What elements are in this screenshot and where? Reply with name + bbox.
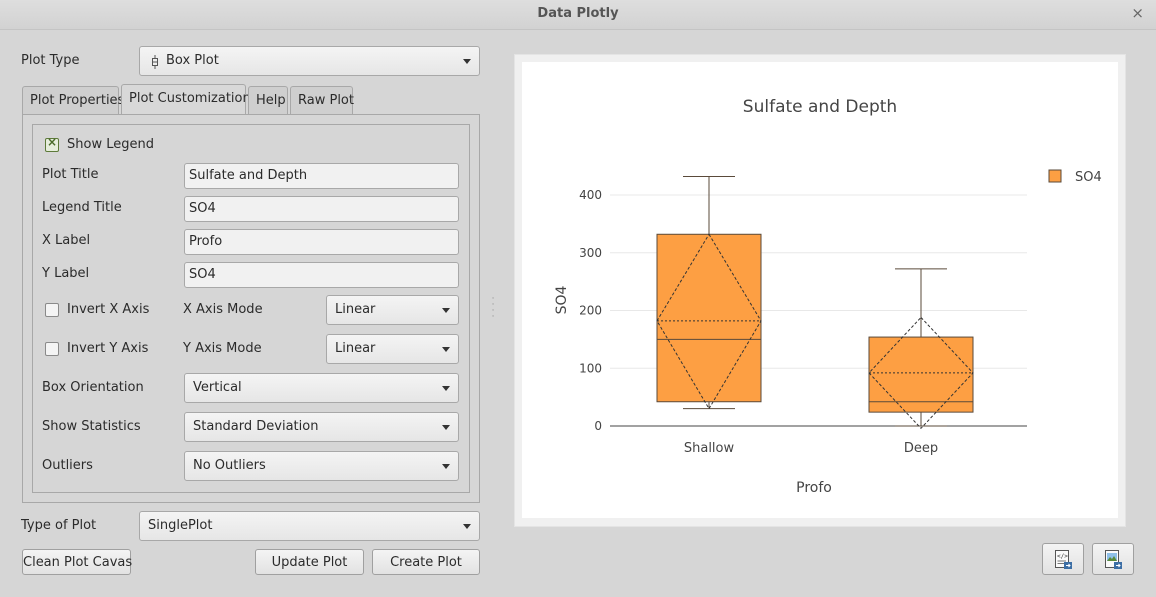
export-image-button[interactable] <box>1092 543 1134 575</box>
legend-title-label: Legend Title <box>42 200 122 215</box>
html-export-icon: </> <box>1055 550 1072 569</box>
legend-swatch <box>1048 169 1062 183</box>
tab-raw-plot[interactable]: Raw Plot <box>290 86 354 114</box>
box-orientation-select[interactable]: Vertical <box>184 373 459 403</box>
type-of-plot-select[interactable]: SinglePlot <box>139 511 480 541</box>
x-label-input[interactable]: Profo <box>184 229 459 255</box>
x-tick-label: Deep <box>904 441 938 456</box>
window-title: Data Plotly <box>537 6 619 21</box>
chevron-down-icon <box>442 308 450 313</box>
y-axis-mode-select[interactable]: Linear <box>326 334 459 364</box>
plot-type-value: Box Plot <box>166 53 219 68</box>
chart-title: Sulfate and Depth <box>743 97 897 117</box>
plot-type-select[interactable]: Box Plot <box>139 46 480 76</box>
update-plot-button[interactable]: Update Plot <box>255 549 364 575</box>
invert-x-label: Invert X Axis <box>67 302 150 317</box>
box-iqr <box>868 336 974 413</box>
box-plot-chart: Sulfate and Depth Profo SO4 0 100 200 300 40… <box>522 62 1118 518</box>
y-axis-title: SO4 <box>554 286 570 315</box>
title-bar: Data Plotly × <box>0 0 1156 30</box>
y-axis-mode-label: Y Axis Mode <box>183 341 262 356</box>
type-of-plot-value: SinglePlot <box>148 518 213 533</box>
chevron-down-icon <box>442 347 450 352</box>
x-tick-label: Shallow <box>684 441 735 456</box>
invert-y-checkbox[interactable] <box>45 342 59 356</box>
y-label-label: Y Label <box>42 266 90 281</box>
chevron-down-icon <box>442 464 450 469</box>
type-of-plot-label: Type of Plot <box>21 518 97 533</box>
x-label-label: X Label <box>42 233 91 248</box>
chart-background <box>522 62 1118 518</box>
tab-plot-properties[interactable]: Plot Properties <box>22 86 124 114</box>
show-legend-label: Show Legend <box>67 137 154 152</box>
customizations-group <box>32 124 470 493</box>
chevron-down-icon <box>463 524 471 529</box>
invert-y-label: Invert Y Axis <box>67 341 149 356</box>
check-mark-icon: × <box>47 135 58 149</box>
x-axis-mode-label: X Axis Mode <box>183 302 263 317</box>
outliers-value: No Outliers <box>193 458 266 473</box>
sd-diamond <box>656 233 762 410</box>
plot-title-label: Plot Title <box>42 167 99 182</box>
image-export-icon <box>1105 550 1122 569</box>
y-tick-label: 0 <box>594 419 602 433</box>
box-plot-icon <box>152 55 158 69</box>
legend-title-input[interactable]: SO4 <box>184 196 459 222</box>
tab-help[interactable]: Help <box>248 86 288 114</box>
show-statistics-label: Show Statistics <box>42 419 141 434</box>
plot-canvas: Sulfate and Depth Profo SO4 0 100 200 300 40… <box>514 54 1126 527</box>
y-tick-label: 200 <box>579 304 602 318</box>
sd-diamond <box>868 316 974 430</box>
invert-x-checkbox[interactable] <box>45 303 59 317</box>
show-legend-checkbox[interactable]: × <box>45 135 59 152</box>
export-html-button[interactable]: </> <box>1042 543 1084 575</box>
y-tick-label: 400 <box>579 188 602 202</box>
box-orientation-label: Box Orientation <box>42 380 144 395</box>
y-axis-mode-value: Linear <box>335 341 376 356</box>
splitter-handle[interactable]: · · · · <box>491 294 495 322</box>
outliers-label: Outliers <box>42 458 93 473</box>
y-tick-label: 100 <box>579 361 602 375</box>
outliers-select[interactable]: No Outliers <box>184 451 459 481</box>
legend-item[interactable]: SO4 <box>1048 169 1102 185</box>
legend-label: SO4 <box>1075 170 1102 185</box>
chevron-down-icon <box>463 59 471 64</box>
clean-plot-canvas-button[interactable]: Clean Plot Cavas <box>22 549 132 575</box>
plot-title-input[interactable]: Sulfate and Depth <box>184 163 459 189</box>
box-shallow[interactable] <box>656 176 762 410</box>
box-iqr <box>656 233 762 403</box>
x-axis-mode-select[interactable]: Linear <box>326 295 459 325</box>
create-plot-button[interactable]: Create Plot <box>372 549 480 575</box>
x-axis-title: Profo <box>796 480 832 496</box>
chevron-down-icon <box>442 386 450 391</box>
box-deep[interactable] <box>868 268 974 430</box>
box-orientation-value: Vertical <box>193 380 242 395</box>
show-statistics-select[interactable]: Standard Deviation <box>184 412 459 442</box>
chevron-down-icon <box>442 425 450 430</box>
y-tick-label: 300 <box>579 246 602 260</box>
close-icon[interactable]: × <box>1131 4 1144 22</box>
svg-text:</>: </> <box>1057 553 1068 560</box>
x-axis-mode-value: Linear <box>335 302 376 317</box>
plot-type-label: Plot Type <box>21 53 80 68</box>
y-label-input[interactable]: SO4 <box>184 262 459 288</box>
tab-plot-customizations[interactable]: Plot Customizations <box>121 84 258 115</box>
show-statistics-value: Standard Deviation <box>193 419 319 434</box>
